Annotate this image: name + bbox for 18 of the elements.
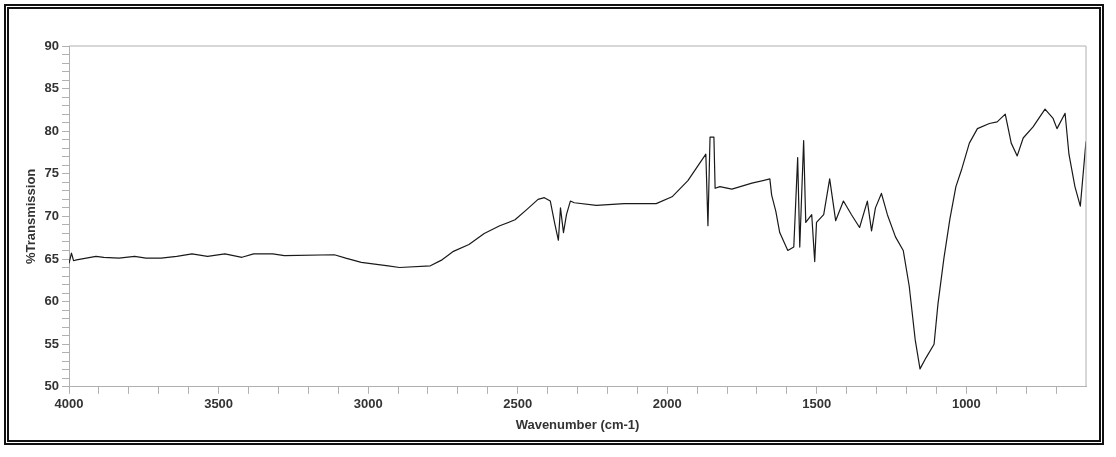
y-tick-label: 85 [44, 80, 60, 96]
y-tick-label: 60 [44, 293, 60, 309]
x-tick-label: 1500 [802, 396, 832, 412]
y-tick-label: 90 [44, 37, 60, 53]
y-tick-label: 55 [44, 335, 60, 351]
x-tick-label: 2500 [503, 396, 533, 412]
x-axis-title: Wavenumber (cm-1) [515, 416, 640, 432]
y-tick-label: 75 [44, 165, 60, 181]
y-axis-title: %Transmission [23, 168, 39, 265]
x-tick-label: 4000 [54, 396, 84, 412]
x-tick-label: 2000 [652, 396, 682, 412]
y-tick-label: 65 [44, 250, 60, 266]
y-tick-label: 80 [44, 122, 60, 138]
x-tick-label: 3000 [353, 396, 383, 412]
y-tick-label: 70 [44, 207, 60, 223]
x-tick-label: 1000 [951, 396, 981, 412]
y-tick-label: 50 [44, 378, 60, 394]
x-tick-label: 3500 [204, 396, 234, 412]
